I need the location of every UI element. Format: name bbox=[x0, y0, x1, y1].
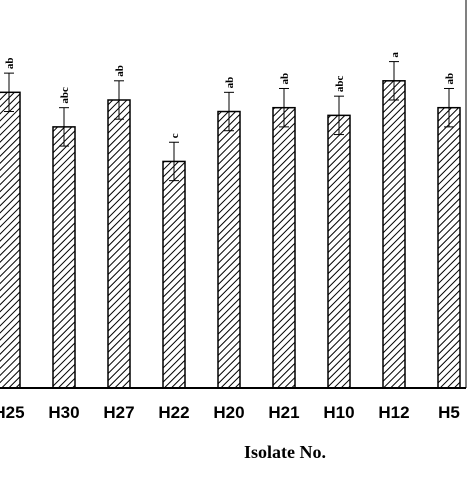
significance-label-h21: ab bbox=[279, 73, 291, 85]
significance-label-h27: ab bbox=[114, 65, 126, 77]
x-tick-label-h21: H21 bbox=[268, 403, 299, 422]
bar-h5 bbox=[437, 106, 461, 389]
error-bar-h21 bbox=[279, 87, 289, 128]
bar-h12 bbox=[382, 80, 406, 389]
error-bar-h10 bbox=[334, 95, 344, 136]
bar-h20 bbox=[217, 110, 241, 389]
x-tick-label-h30: H30 bbox=[48, 403, 79, 422]
x-tick-label-h10: H10 bbox=[323, 403, 354, 422]
significance-label-h10: abc bbox=[334, 76, 346, 93]
error-bar-h20 bbox=[224, 91, 234, 132]
error-bars-layer bbox=[4, 61, 454, 182]
bars-layer bbox=[0, 80, 461, 389]
error-bar-h30 bbox=[59, 107, 69, 147]
x-axis-title: Isolate No. bbox=[244, 442, 326, 462]
x-tick-label-h20: H20 bbox=[213, 403, 244, 422]
significance-label-h5: ab bbox=[444, 73, 456, 85]
error-bar-h5 bbox=[444, 87, 454, 128]
significance-label-h30: abc bbox=[59, 87, 71, 104]
x-tick-labels-layer: H25 H30 H27 H22 H20 H21 H10 H12 H5 bbox=[0, 403, 460, 422]
x-tick-label-h22: H22 bbox=[158, 403, 189, 422]
x-tick-label-h12: H12 bbox=[378, 403, 409, 422]
bar-h10 bbox=[327, 114, 351, 389]
significance-label-h20: ab bbox=[224, 77, 236, 89]
error-bar-h27 bbox=[114, 80, 124, 120]
bar-h30 bbox=[52, 126, 76, 389]
bar-h27 bbox=[107, 99, 131, 389]
x-tick-label-h27: H27 bbox=[103, 403, 134, 422]
x-tick-label-h25: H25 bbox=[0, 403, 25, 422]
bar-h22 bbox=[162, 160, 186, 389]
error-bar-h12 bbox=[389, 61, 399, 101]
bar-h21 bbox=[272, 106, 296, 389]
bar-h25 bbox=[0, 91, 21, 389]
significance-label-h25: ab bbox=[4, 57, 16, 69]
significance-label-h22: c bbox=[169, 133, 181, 138]
error-bar-h22 bbox=[169, 141, 179, 182]
error-bar-h25 bbox=[4, 72, 14, 113]
significance-label-h12: a bbox=[389, 52, 401, 58]
x-tick-label-h5: H5 bbox=[438, 403, 460, 422]
